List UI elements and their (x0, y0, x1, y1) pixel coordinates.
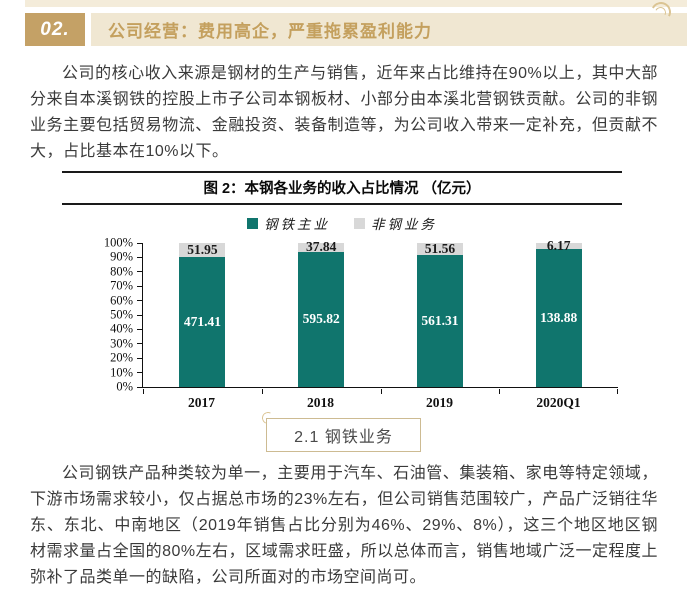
y-tick-label: 10% (110, 365, 133, 380)
y-tick-label: 30% (110, 336, 133, 351)
y-tick-label: 70% (110, 278, 133, 293)
bar-value-label-nonsteel: 51.56 (424, 241, 456, 257)
bar-segment-steel (416, 255, 463, 387)
corner-arc-icon (260, 410, 276, 426)
x-axis-label: 2018 (307, 395, 334, 410)
bar-value-label-steel: 138.88 (540, 310, 578, 326)
y-tick-mark (137, 343, 142, 345)
y-tick-label: 0% (116, 379, 133, 394)
chart-plot-area: 0% 10% 20% 30% 40% 50% 60% 70% 80% 90% 100% 471.41 5… (104, 236, 618, 394)
x-axis-label: 2017 (188, 395, 215, 410)
y-tick-mark (137, 357, 142, 359)
y-tick-mark (137, 271, 142, 273)
section-title-band: 公司经营：费用高企，严重拖累盈利能力 (91, 0, 687, 46)
y-tick-mark (137, 256, 142, 258)
bar-value-label-nonsteel: 37.84 (305, 239, 337, 255)
legend-swatch-icon (354, 217, 365, 229)
x-tick-mark (261, 389, 263, 394)
bar-value-label-nonsteel: 51.95 (187, 242, 218, 258)
x-axis-labels: 2017 2018 2019 2020Q1 (142, 388, 618, 411)
figure-2-chart: 图 2：本钢各业务的收入占比情况 （亿元） 钢铁主业 非钢业务 0% 10% 20% 3… (62, 171, 622, 411)
y-tick-label: 50% (110, 307, 133, 322)
x-axis-label: 2020Q1 (536, 395, 581, 410)
bar-value-label-nonsteel: 6.17 (546, 238, 571, 254)
y-tick-label: 60% (110, 293, 133, 308)
bar-segment-nonsteel (179, 243, 226, 258)
legend-swatch-icon (247, 217, 258, 229)
section-number-badge: 02. (25, 13, 85, 46)
legend-label: 钢铁主业 (264, 217, 330, 232)
chart-title-rule (62, 203, 622, 205)
y-tick-label: 80% (110, 264, 133, 279)
y-tick-mark (137, 328, 142, 330)
legend-item: 非钢业务 (354, 213, 437, 233)
bar-value-label-steel: 471.41 (183, 314, 221, 330)
stacked-bar: 561.31 51.56 (416, 241, 463, 387)
y-tick-label: 90% (110, 249, 133, 264)
bar-group-2018: 595.82 37.84 (262, 239, 381, 387)
x-tick-mark (143, 389, 144, 394)
bar-segment-steel (535, 249, 582, 387)
y-tick-mark (137, 300, 142, 302)
legend-item: 钢铁主业 (247, 213, 330, 233)
subsection-label: 2.1 钢铁业务 (294, 429, 393, 446)
x-tick-mark (617, 389, 618, 394)
subsection-label-box: 2.1 钢铁业务 (260, 410, 421, 452)
top-strip-decoration (25, 0, 687, 7)
x-tick-mark (380, 389, 382, 394)
stacked-bar: 138.88 6.17 (535, 238, 582, 387)
bar-group-2017: 471.41 51.95 (143, 242, 262, 387)
chart-title: 图 2：本钢各业务的收入占比情况 （亿元） (203, 181, 481, 197)
paragraph-steel-business: 公司钢铁产品种类较为单一，主要用于汽车、石油管、集装箱、家电等特定领域，下游市场… (30, 465, 658, 586)
chart-top-rule (62, 171, 622, 173)
legend-label: 非钢业务 (371, 217, 437, 232)
bar-group-2020Q1: 138.88 6.17 (499, 238, 618, 387)
y-tick-mark (137, 285, 142, 287)
y-tick-mark (137, 372, 142, 374)
y-tick-label: 40% (110, 321, 133, 336)
chart-legend: 钢铁主业 非钢业务 (62, 205, 622, 237)
stacked-bar: 595.82 37.84 (298, 239, 345, 387)
x-tick-mark (499, 389, 501, 394)
bar-segment-nonsteel (535, 243, 582, 250)
y-tick-label: 100% (103, 235, 133, 250)
y-tick-mark (137, 314, 142, 316)
bar-segment-steel (298, 251, 345, 387)
paragraph-intro: 公司的核心收入来源是钢材的生产与销售，近年来占比维持在90%以上，其中大部分来自… (30, 65, 658, 160)
bar-segment-nonsteel (416, 243, 463, 256)
y-tick-mark (137, 386, 142, 388)
bar-value-label-steel: 595.82 (302, 311, 340, 327)
bar-segment-steel (179, 257, 226, 387)
section-banner: 02. 公司经营：费用高企，严重拖累盈利能力 (25, 0, 687, 46)
y-tick-mark (137, 242, 142, 244)
bar-group-2019: 561.31 51.56 (381, 241, 500, 387)
stacked-bar: 471.41 51.95 (179, 242, 226, 387)
x-axis-label: 2019 (426, 395, 453, 410)
bar-segment-nonsteel (298, 243, 345, 252)
section-title: 公司经营：费用高企，严重拖累盈利能力 (108, 22, 432, 41)
bar-value-label-steel: 561.31 (421, 313, 459, 329)
y-tick-label: 20% (110, 350, 133, 365)
